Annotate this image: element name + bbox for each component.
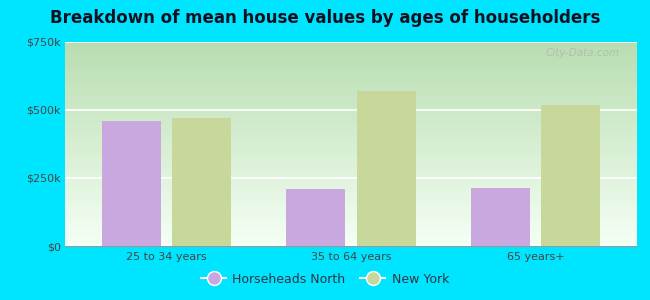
Text: City-Data.com: City-Data.com — [546, 48, 620, 58]
Bar — [172, 118, 231, 246]
Bar — [357, 91, 415, 246]
Bar — [471, 188, 530, 246]
Legend: Horseheads North, New York: Horseheads North, New York — [196, 268, 454, 291]
Bar — [541, 105, 600, 246]
Bar — [102, 121, 161, 246]
Bar — [287, 189, 345, 246]
Text: Breakdown of mean house values by ages of householders: Breakdown of mean house values by ages o… — [50, 9, 600, 27]
